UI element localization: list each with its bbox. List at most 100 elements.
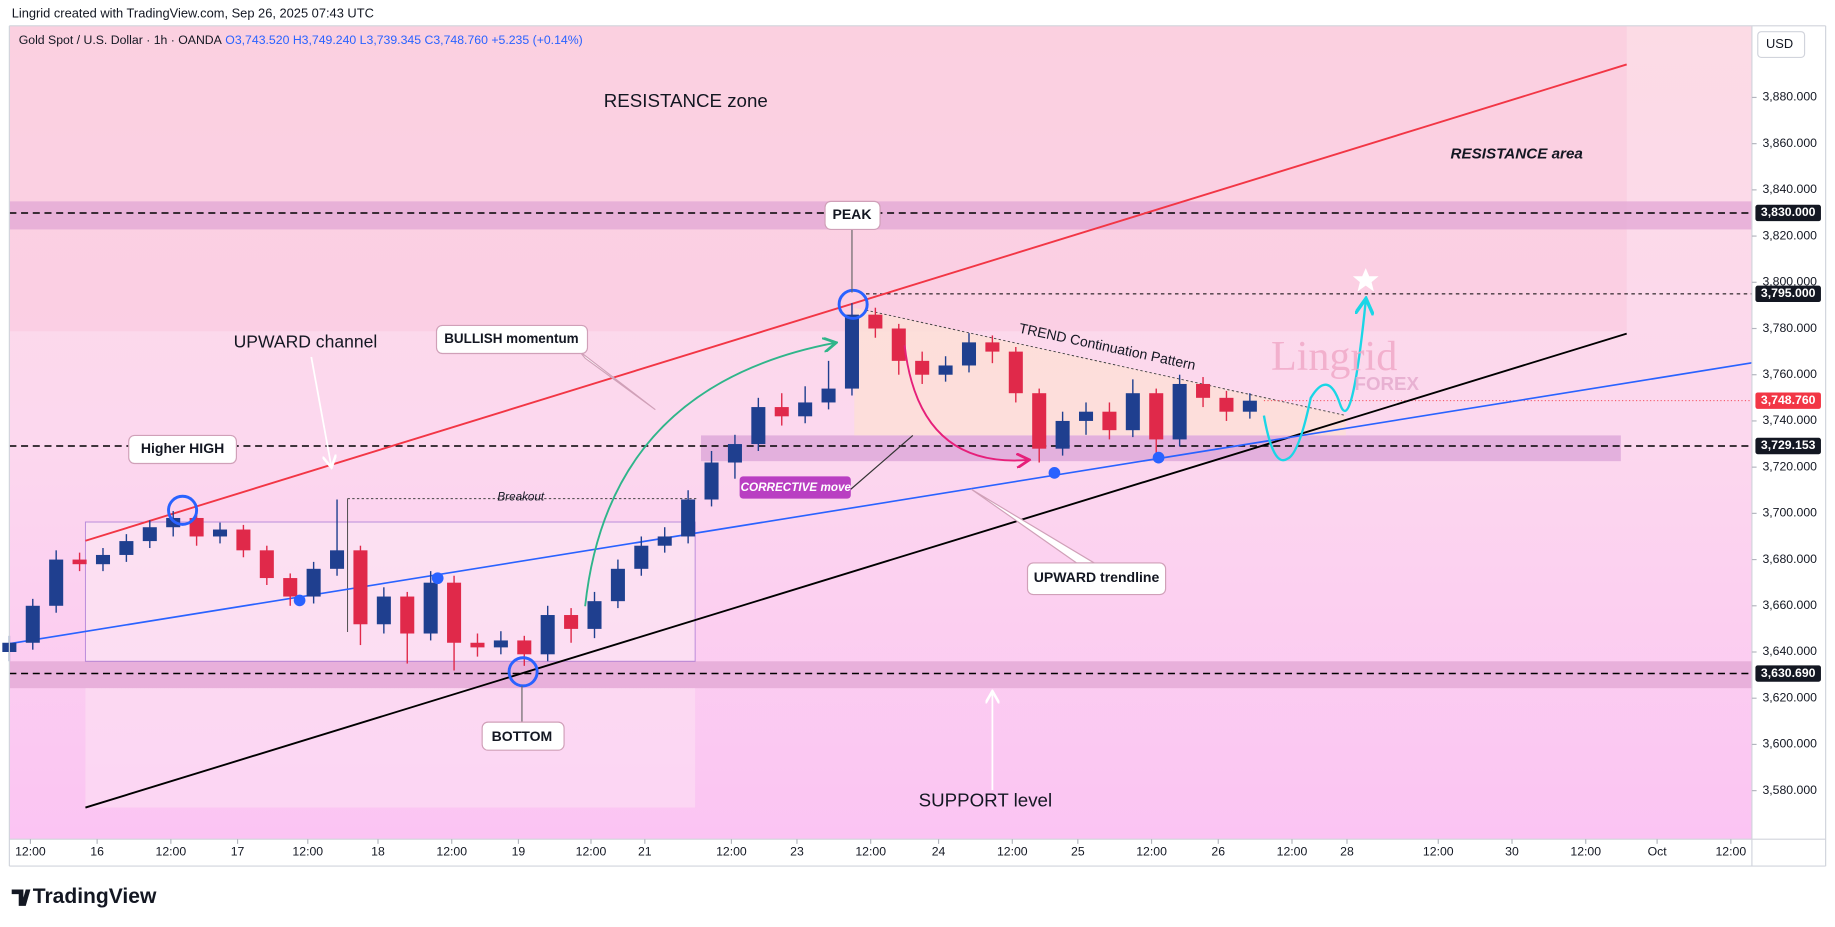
candle-body: [985, 342, 1000, 352]
y-tick-label: 3,780.000: [1762, 321, 1817, 335]
candle-body: [1055, 420, 1070, 449]
watermark-sub: FOREX: [1355, 373, 1420, 394]
level-label: 3,630.690: [1761, 666, 1816, 680]
candle-body: [774, 407, 789, 417]
candle-body: [1242, 400, 1257, 412]
y-tick-label: 3,660.000: [1762, 598, 1817, 612]
breakout-label: Breakout: [497, 491, 545, 504]
projection: [1262, 301, 1366, 462]
y-tick-label: 3,600.000: [1762, 737, 1817, 751]
x-tick-label: 12:00: [1715, 844, 1746, 858]
higher-high-box: [128, 434, 237, 465]
x-tick-label: 12:00: [292, 844, 323, 858]
candle-body: [330, 550, 345, 569]
candle-body: [376, 596, 391, 625]
candle-body: [657, 536, 672, 546]
peak-box: [824, 200, 881, 231]
watermark: Lingrid: [1271, 333, 1397, 380]
level-label: 3,729.153: [1761, 438, 1816, 452]
trendline-label: UPWARD trendline: [1034, 569, 1160, 585]
candle-body: [72, 559, 87, 565]
level-tag: [1755, 285, 1821, 303]
range-box: [84, 521, 696, 662]
y-tick-label: 3,880.000: [1762, 90, 1817, 104]
corrective-arrow: [903, 345, 1028, 460]
legend-symbol: Gold Spot / U.S. Dollar · 1h · OANDA: [19, 33, 223, 47]
candle-body: [212, 529, 228, 537]
currency-box[interactable]: [1757, 31, 1806, 58]
currency[interactable]: USD: [1766, 36, 1793, 51]
x-tick-label: 18: [371, 844, 385, 858]
x-tick-label: 12:00: [997, 844, 1028, 858]
y-tick-label: 3,740.000: [1762, 413, 1817, 427]
candle-body: [938, 365, 953, 375]
y-tick-label: 3,800.000: [1762, 275, 1817, 289]
x-tick-label: 12:00: [436, 844, 467, 858]
candle-body: [283, 578, 298, 597]
candle-body: [49, 559, 64, 606]
candle-body: [587, 601, 602, 629]
candle-body: [25, 605, 40, 643]
candle-body: [447, 582, 462, 643]
x-tick-label: 24: [932, 844, 946, 858]
trendline-box: [1026, 562, 1167, 596]
candle-body: [1172, 383, 1187, 440]
candle-body: [1032, 393, 1047, 449]
candle-body: [353, 550, 368, 625]
level-tag: [1755, 204, 1821, 222]
candle-body: [891, 328, 906, 361]
bullish-label: BULLISH momentum: [444, 331, 578, 346]
x-tick-label: 25: [1071, 844, 1085, 858]
candle-body: [259, 550, 274, 579]
x-tick-label: 12:00: [1570, 844, 1601, 858]
candle-body: [821, 388, 836, 403]
candle-body: [470, 642, 485, 648]
y-tick-label: 3,820.000: [1762, 228, 1817, 242]
legend-open: O3,743.520: [225, 33, 289, 47]
candle-body: [1149, 393, 1164, 440]
y-tick-label: 3,760.000: [1762, 367, 1817, 381]
candle-body: [564, 615, 579, 629]
resistance-area-label: RESISTANCE area: [1450, 146, 1583, 163]
legend-close: C3,748.760: [424, 33, 488, 47]
candle-body: [681, 499, 696, 537]
range-box-lower: [85, 688, 696, 808]
level-label: 3,830.000: [1761, 205, 1816, 219]
y-tick-label: 3,580.000: [1762, 783, 1817, 797]
candle-body: [610, 568, 625, 602]
candle-body: [517, 640, 532, 655]
candle-body: [868, 314, 883, 329]
candle-body: [400, 596, 415, 634]
touch-dots: [293, 451, 1165, 607]
channel-bottom: [85, 332, 1627, 809]
price-axis: [1751, 25, 1826, 840]
x-tick-label: 12:00: [1136, 844, 1167, 858]
candle-body: [915, 360, 930, 375]
candle-body: [1078, 411, 1094, 421]
brand: TradingView: [33, 885, 157, 908]
bottom-label: BOTTOM: [492, 728, 553, 744]
bullish-box: [435, 324, 589, 355]
corrective-pointer: [850, 434, 914, 490]
candle-body: [540, 615, 555, 655]
candle-body: [1219, 397, 1234, 412]
corrective-label: CORRECTIVE move: [741, 481, 852, 494]
candle-body: [189, 517, 204, 537]
candle-body: [704, 462, 719, 500]
higher-high-label: Higher HIGH: [141, 440, 224, 456]
channel-label: UPWARD channel: [234, 332, 378, 352]
x-tick-label: 23: [790, 844, 804, 858]
x-tick-label: 12:00: [716, 844, 747, 858]
y-tick-label: 3,680.000: [1762, 552, 1817, 566]
x-tick-label: 16: [90, 844, 104, 858]
level-tag: [1755, 392, 1821, 409]
x-tick-label: 12:00: [15, 844, 46, 858]
support-label: SUPPORT level: [919, 790, 1053, 811]
candle-body: [1196, 383, 1211, 398]
y-tick-label: 3,620.000: [1762, 690, 1817, 704]
candle-body: [95, 554, 111, 565]
bullish-arrow: [584, 343, 834, 607]
triangle-top: [865, 309, 1346, 416]
